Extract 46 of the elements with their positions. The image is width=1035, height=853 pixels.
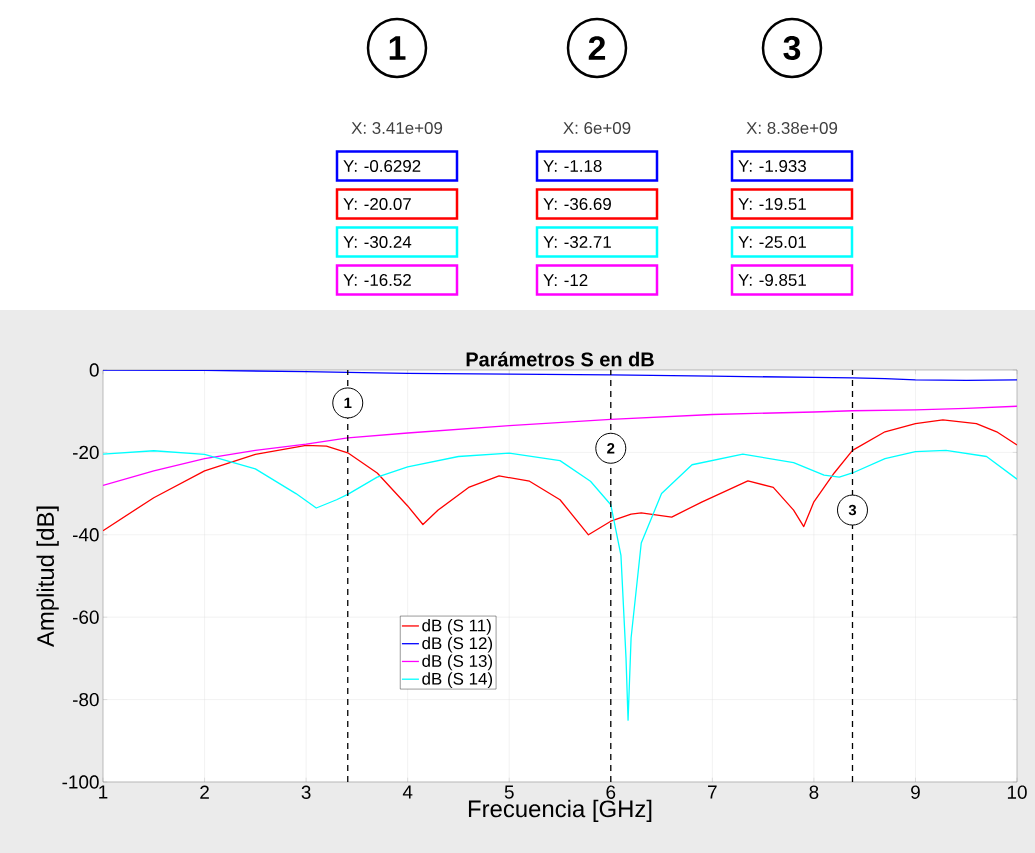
chart-title: Parámetros S en dB bbox=[466, 351, 654, 367]
text: 3 bbox=[783, 35, 801, 60]
text: Y: -16.52 bbox=[343, 273, 411, 286]
text: Y: -20.07 bbox=[343, 197, 411, 210]
x-axis-title: Frecuencia [GHz] bbox=[468, 799, 652, 823]
legend-label: dB (S 13) bbox=[422, 654, 493, 671]
x-tick-label: 5 bbox=[504, 785, 514, 799]
text: Y: -9.851 bbox=[738, 273, 806, 286]
text: X: 6e+09 bbox=[563, 121, 631, 134]
text: X: 8.38e+09 bbox=[746, 121, 838, 134]
legend-label: dB (S 12) bbox=[422, 636, 493, 653]
text: Y: -25.01 bbox=[738, 235, 806, 248]
line-series bbox=[103, 419, 1018, 536]
y-tick-label: -100 bbox=[62, 775, 99, 789]
x-tick-label: 10 bbox=[1007, 785, 1027, 799]
x-tick-label: 8 bbox=[809, 785, 819, 799]
text: Y: -1.933 bbox=[738, 159, 806, 172]
text: Y: -36.69 bbox=[543, 197, 611, 210]
legend-label: dB (S 14) bbox=[422, 672, 493, 689]
text: 1 bbox=[389, 36, 406, 60]
text: Y: -30.24 bbox=[343, 235, 412, 248]
line-series bbox=[103, 369, 1018, 381]
text: Y: -12 bbox=[543, 274, 588, 286]
y-tick-label: -60 bbox=[72, 610, 99, 624]
y-tick-label: 0 bbox=[89, 363, 99, 377]
y-tick-label: -80 bbox=[72, 692, 99, 707]
y-tick-label: -20 bbox=[72, 445, 99, 460]
text: Y: -19.51 bbox=[738, 197, 806, 210]
text: Y: -0.6292 bbox=[343, 159, 421, 172]
annotation: 1 bbox=[344, 397, 352, 409]
annotation: 2 bbox=[607, 443, 615, 454]
x-tick-label: 4 bbox=[402, 785, 413, 799]
text: 2 bbox=[588, 36, 606, 60]
annotation: 3 bbox=[848, 504, 857, 516]
y-tick-label: -40 bbox=[72, 528, 99, 542]
y-axis-title: Amplitud [dB] bbox=[36, 506, 59, 648]
legend-label: dB (S 11) bbox=[422, 619, 491, 635]
x-tick-label: 6 bbox=[606, 785, 616, 799]
x-tick-label: 1 bbox=[99, 785, 108, 799]
x-tick-label: 3 bbox=[301, 785, 311, 799]
text: X: 3.41e+09 bbox=[351, 121, 443, 134]
text: Y: -32.71 bbox=[543, 235, 611, 248]
x-tick-label: 2 bbox=[200, 785, 209, 799]
x-tick-label: 7 bbox=[708, 785, 717, 799]
text: Y: -1.18 bbox=[543, 159, 602, 172]
x-tick-label: 9 bbox=[911, 785, 920, 799]
